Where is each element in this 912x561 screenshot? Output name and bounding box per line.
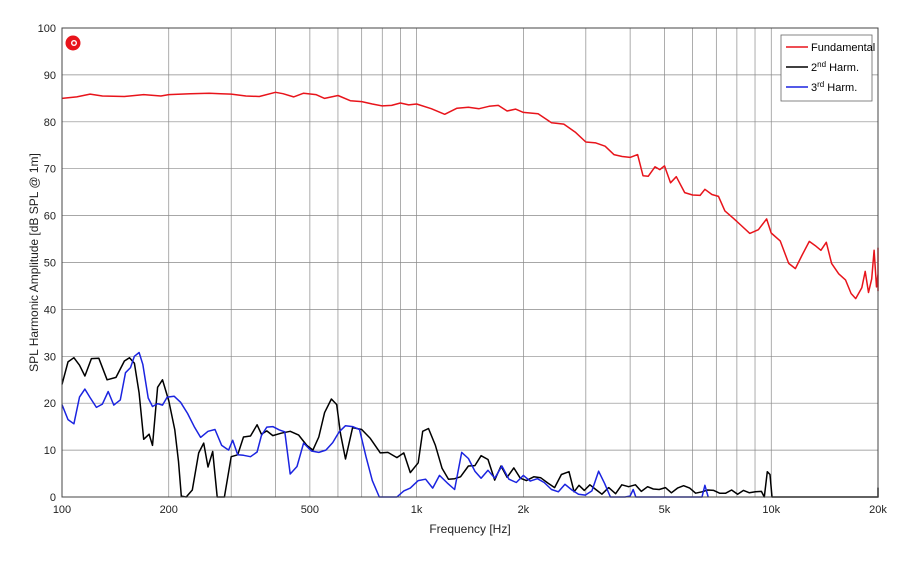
x-tick-label: 2k (518, 504, 530, 516)
x-tick-label: 1k (411, 504, 423, 516)
legend-label-3rd-harmonic: 3rd Harm. (811, 80, 857, 94)
y-tick-label: 20 (44, 398, 56, 410)
legend-2nd-superscript: nd (817, 60, 826, 69)
legend-2nd-suffix: Harm. (826, 62, 859, 74)
y-tick-label: 90 (44, 70, 56, 82)
brand-logo (65, 35, 81, 51)
legend-box (780, 34, 873, 102)
legend-2nd-number: 2 (811, 62, 817, 74)
grid (62, 28, 878, 497)
series-line-2nd-harmonic (61, 356, 879, 498)
y-tick-label: 60 (44, 211, 56, 223)
series-line-3rd-harmonic (61, 351, 709, 498)
y-tick-label: 10 (44, 445, 56, 457)
legend-3rd-number: 3 (811, 82, 817, 94)
y-tick-label: 0 (50, 492, 56, 504)
x-tick-label: 5k (659, 504, 671, 516)
legend-3rd-superscript: rd (817, 80, 824, 89)
x-tick-label: 500 (301, 504, 319, 516)
legend-3rd-suffix: Harm. (824, 82, 857, 94)
y-tick-label: 80 (44, 117, 56, 129)
logo-inner-dot (72, 41, 76, 45)
x-axis-title: Frequency [Hz] (429, 522, 510, 536)
legend-label-fundamental: Fundamental (811, 42, 875, 54)
x-tick-label: 200 (160, 504, 178, 516)
x-tick-label: 100 (53, 504, 71, 516)
series-line-fundamental (61, 91, 879, 300)
y-tick-label: 30 (44, 351, 56, 363)
y-tick-label: 70 (44, 164, 56, 176)
y-tick-label: 50 (44, 258, 56, 270)
y-axis-ticks: 0 10 20 30 40 50 60 70 80 90 100 (38, 23, 56, 504)
plot-series (61, 91, 879, 498)
y-tick-label: 100 (38, 23, 56, 35)
y-axis-title: SPL Harmonic Amplitude [dB SPL @ 1m] (27, 153, 41, 372)
legend-label-2nd-harmonic: 2nd Harm. (811, 60, 859, 74)
x-tick-label: 10k (762, 504, 780, 516)
x-axis-ticks: 100 200 500 1k 2k 5k 10k 20k (53, 504, 888, 516)
legend: Fundamental 2nd Harm. 3rd Harm. (780, 34, 875, 102)
y-tick-label: 40 (44, 304, 56, 316)
x-tick-label: 20k (869, 504, 887, 516)
plot-frame (61, 27, 879, 498)
